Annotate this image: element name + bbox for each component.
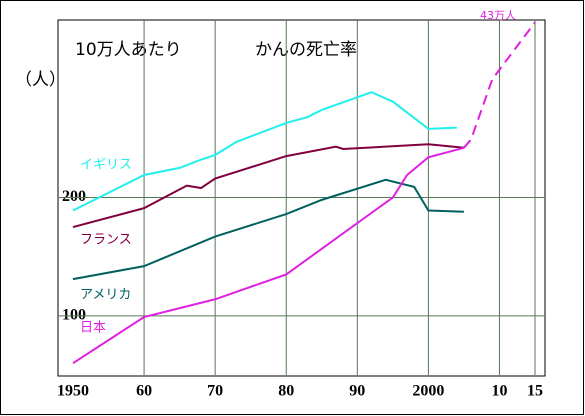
chart-subtitle: かんの死亡率 [255,40,357,60]
series-label: フランス [80,233,132,248]
y-tick-label: 200 [62,188,86,205]
x-tick-label: 60 [136,383,152,400]
x-tick-label: 10 [491,383,507,400]
x-tick-label: 80 [278,383,294,400]
chart-title: 10万人あたり [75,40,182,60]
series-line [463,21,536,149]
x-tick-label: 70 [207,383,223,400]
annotation: 43万人 [480,9,516,22]
x-tick-label: 15 [527,383,543,400]
series-label: アメリカ [80,288,131,303]
series-line [72,178,464,281]
x-tick-label: 1950 [57,383,89,400]
x-tick-label: 90 [349,383,365,400]
series-line [72,91,457,212]
series-line [72,146,465,365]
y-tick-label: 100 [62,307,86,324]
series-label: 日本 [80,321,106,336]
series-label: イギリス [80,158,132,173]
series-line [72,143,465,229]
x-tick-label: 2000 [412,383,444,400]
y-unit: （人） [15,70,66,90]
